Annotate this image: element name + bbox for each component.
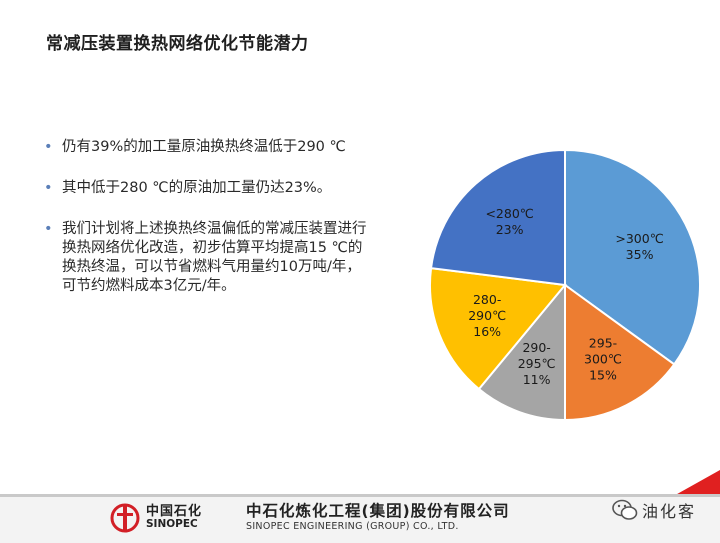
pie-label-line: 290- [522,340,550,355]
pie-slice-label: <280℃ 23% [485,206,533,237]
pie-label-line: 300℃ [584,352,622,367]
company-name-en: SINOPEC ENGINEERING (GROUP) CO., LTD. [246,521,459,532]
watermark-text: 油化客 [642,502,697,521]
bullet-item: • 其中低于280 ℃的原油加工量仍达23%。 [42,179,372,198]
bullet-list: • 仍有39%的加工量原油换热终温低于290 ℃ • 其中低于280 ℃的原油加工量… [42,138,372,318]
pie-slice [564,148,701,366]
sinopec-logo-icon [110,503,140,533]
pie-label-line: <280℃ [485,206,533,221]
pie-slice-label: 290-295℃ 11% [518,340,556,387]
bullet-dot: • [44,221,53,237]
wechat-icon [612,499,638,520]
pie-slice [564,283,676,422]
bullet-item: • 仍有39%的加工量原油换热终温低于290 ℃ [42,138,372,157]
page-title: 常减压装置换热网络优化节能潜力 [46,34,309,54]
bullet-text: 其中低于280 ℃的原油加工量仍达23%。 [62,180,332,196]
pie-label-line: 295℃ [518,356,556,371]
pie-chart: >300℃ 35% 295-300℃ 15% 290-295℃ 11% 280-290℃ 16… [429,148,701,422]
footer-bar [0,494,720,543]
pie-label-line: 23% [496,222,524,237]
bullet-dot: • [44,180,53,196]
red-accent-stripe [670,470,720,498]
pie-slice [429,148,566,287]
pie-slice-label: 295-300℃ 15% [584,336,622,383]
red-accent-shape [670,470,720,498]
bullet-item: • 我们计划将上述换热终温偏低的常减压装置进行换热网络优化改造，初步估算平均提高1… [42,220,372,296]
pie-slice [477,282,566,422]
bullet-dot: • [44,139,53,155]
sinopec-en-logo-text: SINOPEC [146,518,198,530]
company-name-cn: 中石化炼化工程(集团)股份有限公司 [246,502,510,520]
pie-label-line: 15% [589,368,617,383]
pie-label-line: >300℃ [615,231,663,246]
pie-slice-label: 280-290℃ 16% [468,292,506,339]
pie-slice-label: >300℃ 35% [615,231,663,262]
pie-label-line: 11% [523,372,551,387]
sinopec-cn-logo-text: 中国石化 [146,504,203,519]
pie-label-line: 35% [626,247,654,262]
pie-label-line: 16% [473,324,501,339]
pie-label-line: 280- [473,292,501,307]
pie-label-line: 295- [589,336,617,351]
bullet-text: 仍有39%的加工量原油换热终温低于290 ℃ [62,139,346,155]
bullet-text: 我们计划将上述换热终温偏低的常减压装置进行换热网络优化改造，初步估算平均提高15… [62,221,367,294]
pie-label-line: 290℃ [468,308,506,323]
pie-slice [429,266,567,391]
